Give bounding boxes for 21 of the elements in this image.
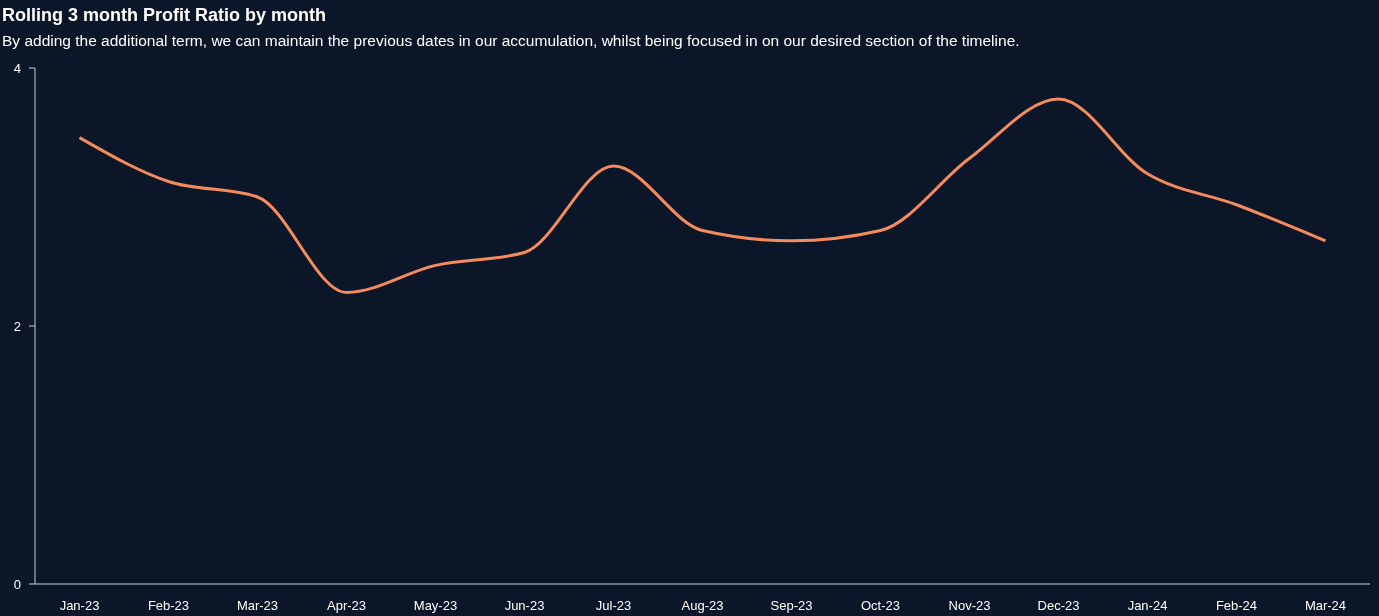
- x-tick-label: Jul-23: [595, 598, 632, 613]
- chart-title: Rolling 3 month Profit Ratio by month: [2, 5, 326, 25]
- x-tick-label: Jan-23: [59, 598, 100, 613]
- x-tick-label: Oct-23: [860, 598, 901, 613]
- line-series: [78, 97, 1327, 294]
- x-tick-label: Nov-23: [948, 598, 991, 613]
- x-tick-label: Mar-23: [236, 598, 279, 613]
- chart-subtitle: By adding the additional term, we can maintain the previous dates in our accumulation, whilst being focused in on our desired section of the timeline.: [2, 32, 1020, 49]
- x-tick-label: Sep-23: [770, 598, 813, 613]
- x-tick-label: Feb-24: [1215, 598, 1258, 613]
- y-tick-label: 0: [13, 576, 21, 592]
- x-tick-label: Apr-23: [326, 598, 367, 613]
- x-tick-label: Feb-23: [147, 598, 190, 613]
- x-tick-label: Dec-23: [1037, 598, 1080, 613]
- y-tick-label: 4: [13, 60, 21, 76]
- x-tick-label: Mar-24: [1304, 598, 1347, 613]
- x-tick-label: Jan-24: [1127, 598, 1168, 613]
- x-tick-label: Jun-23: [504, 598, 545, 613]
- y-tick-label: 2: [13, 318, 21, 334]
- x-tick-label: May-23: [413, 598, 458, 613]
- x-tick-label: Aug-23: [681, 598, 724, 613]
